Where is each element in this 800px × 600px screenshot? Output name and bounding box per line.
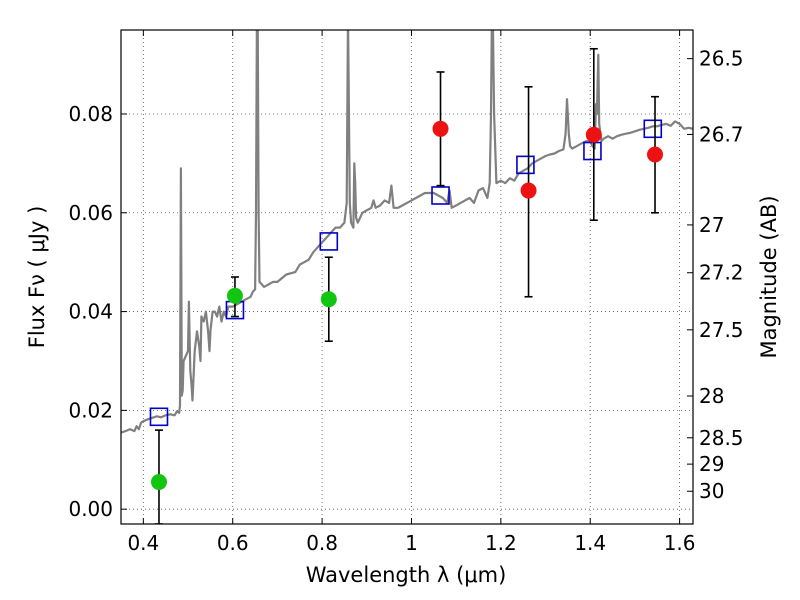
- magnitude-tick-label: 27: [699, 213, 724, 237]
- magnitude-tick-label: 28: [699, 384, 724, 408]
- axis-ticks: 0.4 0.6 0.8 1 1.2 1.4 1.6 0.00 0.02 0.04 0.06 0.08 2…: [68, 30, 744, 555]
- data-point: [432, 120, 449, 137]
- plot-area: [121, 30, 693, 524]
- y-tick-label: 0.02: [68, 398, 113, 422]
- y-tick-label: 0.08: [68, 102, 113, 126]
- model-square-marker: [643, 119, 663, 139]
- y-tick-label: 0.04: [68, 300, 113, 324]
- x-tick-label: 1.6: [664, 531, 696, 555]
- data-point: [320, 291, 337, 308]
- x-axis-label: Wavelength λ (μm): [306, 563, 507, 587]
- data-point: [647, 146, 664, 163]
- data-point: [150, 474, 167, 491]
- model-square-marker: [431, 186, 450, 205]
- x-tick-label: 0.6: [217, 531, 249, 555]
- right-axis-label: Magnitude (AB): [757, 195, 781, 358]
- x-tick-label: 1.4: [574, 531, 606, 555]
- magnitude-tick-label: 28.5: [699, 426, 744, 450]
- y-tick-label: 0.06: [68, 201, 113, 225]
- magnitude-tick-label: 30: [699, 479, 724, 503]
- plot-content: [121, 30, 693, 524]
- model-square-marker: [319, 232, 339, 251]
- x-tick-label: 1: [405, 531, 418, 555]
- x-tick-label: 0.4: [127, 531, 159, 555]
- x-tick-label: 0.8: [306, 531, 338, 555]
- y-tick-label: 0.00: [68, 497, 113, 521]
- data-point: [585, 126, 602, 143]
- magnitude-tick-label: 26.5: [699, 47, 744, 71]
- data-point: [520, 182, 537, 199]
- magnitude-tick-label: 29: [699, 452, 724, 476]
- model-square-marker: [149, 407, 169, 427]
- y-axis-label: Flux Fν ( μJy ): [25, 206, 49, 349]
- magnitude-tick-label: 26.7: [699, 122, 744, 146]
- magnitude-tick-label: 27.5: [699, 318, 744, 342]
- x-tick-label: 1.2: [485, 531, 517, 555]
- magnitude-tick-label: 27.2: [699, 261, 744, 285]
- data-point: [226, 287, 243, 304]
- plot-frame: [120, 29, 694, 525]
- model-square-marker: [516, 155, 535, 175]
